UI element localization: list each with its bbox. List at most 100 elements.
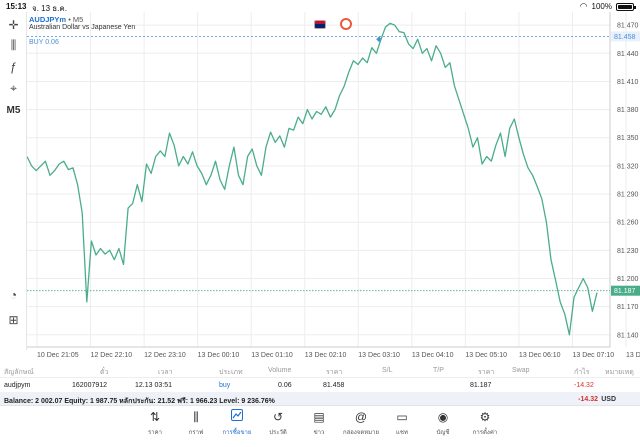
status-indicators: ◠ 100%: [579, 1, 636, 12]
y-tick-label: 81.440: [617, 51, 639, 58]
x-tick-label: 10 Dec 21:05: [37, 352, 79, 359]
crosshair-icon[interactable]: ✛: [8, 17, 19, 32]
candles-icon[interactable]: ⫼: [10, 38, 17, 52]
row-ticket: 162007912: [72, 382, 108, 389]
row-volume: 0.06: [278, 382, 292, 389]
x-tick-label: 13 Dec 02:10: [305, 352, 347, 359]
nav-label: ประวัติ: [269, 430, 287, 436]
timeframe-button[interactable]: M5: [6, 105, 21, 116]
add-icon[interactable]: ⊞: [8, 312, 19, 327]
nav-chart[interactable]: ⫼ กราฟ: [176, 409, 216, 437]
y-tick-label: 81.350: [617, 135, 639, 142]
y-tick-label: 81.290: [617, 192, 639, 199]
jpy-flag-icon: [340, 18, 352, 30]
nav-label: การซื้อขาย: [222, 430, 252, 436]
nav-news[interactable]: ▤ ข่าว: [299, 409, 339, 437]
y-tick-label: 81.230: [617, 248, 639, 255]
x-tick-label: 13 Dec 01:10: [251, 352, 293, 359]
row-profit: -14.32: [574, 382, 594, 389]
total-profit: -14.32: [578, 396, 598, 403]
nav-label: บัญชี: [436, 430, 450, 436]
x-tick-label: 13 Dec 07:10: [572, 352, 614, 359]
row-current-price: 81.187: [470, 382, 492, 389]
col-comment: หมายเหตุ: [605, 369, 634, 376]
price-chart[interactable]: 81.470 81.440 81.410 81.380 81.350 81.320 81.2…: [27, 12, 640, 360]
col-symbol: สัญลักษณ์: [4, 369, 34, 376]
nav-label: ข่าว: [313, 430, 325, 436]
y-tick-label: 81.260: [617, 220, 639, 227]
balance-text: Balance: 2 002.07 Equity: 1 987.75 หลักป…: [4, 398, 275, 405]
y-tick-label: 81.470: [617, 23, 639, 30]
x-tick-label: 12 Dec 22:10: [91, 352, 133, 359]
nav-chat[interactable]: ▭ แชท: [382, 409, 422, 437]
nav-label: กล่องจดหมาย: [342, 430, 380, 436]
nav-accounts[interactable]: ◉ บัญชี: [423, 409, 463, 437]
clock: 15:13: [6, 2, 27, 11]
symbol-description: Australian Dollar vs Japanese Yen: [29, 24, 136, 31]
y-tick-label: 81.410: [617, 79, 639, 86]
nav-mailbox[interactable]: @ กล่องจดหมาย: [341, 409, 381, 437]
price-series-line: [27, 22, 598, 336]
wifi-icon: ◠: [579, 1, 588, 11]
col-volume: Volume: [268, 367, 292, 374]
col-current-price: ราคา: [478, 369, 495, 376]
chart-toolbar: ✛ ⫼ ƒ ⌖ M5 ◔ ⊞: [0, 12, 27, 350]
battery-percent: 100%: [591, 2, 612, 11]
trade-icon: [217, 409, 257, 425]
status-bar: 15:13 จ. 13 ธ.ค. ◠ 100%: [0, 0, 640, 13]
buy-price-tag: [611, 31, 640, 42]
nav-label: กราฟ: [188, 430, 204, 436]
nav-history[interactable]: ↺ ประวัติ: [258, 409, 298, 437]
bottom-navigation: ⇅ ราคา ⫼ กราฟ การซื้อขาย ↺ ประวัติ ▤ ข่า…: [0, 405, 640, 447]
table-header: สัญลักษณ์ ตั๋ว เวลา ประเภท Volume ราคา S…: [0, 363, 640, 378]
nav-quotes[interactable]: ⇅ ราคา: [135, 409, 175, 437]
nav-settings[interactable]: ⚙ การตั้งค่า: [465, 409, 505, 437]
y-tick-label: 81.200: [617, 276, 639, 283]
trades-table: สัญลักษณ์ ตั๋ว เวลา ประเภท Volume ราคา S…: [0, 363, 640, 393]
x-tick-label: 12 Dec 23:10: [144, 352, 186, 359]
aud-flag-icon: [314, 20, 326, 29]
battery-icon: [616, 2, 636, 11]
gear-icon: ⚙: [479, 410, 491, 424]
current-price-label: 81.187: [614, 288, 636, 295]
chat-icon: ▭: [396, 410, 408, 424]
history-icon: ↺: [272, 410, 284, 424]
nav-label: ราคา: [148, 430, 162, 436]
indicators-icon[interactable]: ƒ: [10, 59, 17, 74]
nav-label: การตั้งค่า: [472, 430, 498, 436]
row-time: 12.13 03:51: [135, 382, 172, 389]
buy-price-label: 81.458: [614, 34, 636, 41]
x-tick-label: 13 Dec 05:10: [465, 352, 507, 359]
user-icon: ◉: [437, 410, 449, 424]
col-time: เวลา: [158, 369, 173, 376]
date: จ. 13 ธ.ค.: [32, 4, 67, 13]
candles-icon: ⫼: [193, 410, 199, 424]
row-price: 81.458: [323, 382, 345, 389]
row-symbol: audjpym: [4, 382, 31, 389]
col-profit: กำไร: [574, 369, 590, 376]
buy-entry-marker: [376, 36, 382, 43]
zoom-icon[interactable]: ◔: [9, 287, 18, 302]
symbol-timeframe: • M5: [68, 15, 84, 24]
col-price: ราคา: [326, 369, 343, 376]
col-swap: Swap: [512, 367, 530, 374]
nav-trade[interactable]: การซื้อขาย: [217, 409, 257, 437]
row-type: buy: [219, 382, 231, 389]
y-tick-label: 81.380: [617, 107, 639, 114]
x-tick-label: 13 Dec 04:10: [412, 352, 454, 359]
chart-canvas[interactable]: 81.470 81.440 81.410 81.380 81.350 81.320 81.2…: [27, 12, 640, 360]
symbol-name: AUDJPYm: [29, 15, 67, 24]
col-tp: T/P: [433, 367, 444, 374]
current-price-tag: [611, 285, 640, 296]
col-type: ประเภท: [219, 369, 243, 376]
x-tick-label: 13 Dec 00:10: [198, 352, 240, 359]
y-tick-label: 81.320: [617, 163, 639, 170]
quotes-icon: ⇅: [149, 410, 161, 424]
table-row[interactable]: audjpym 162007912 12.13 03:51 buy 0.06 8…: [0, 378, 640, 393]
objects-icon[interactable]: ⌖: [10, 81, 17, 95]
at-icon: @: [354, 410, 368, 424]
buy-position-label[interactable]: BUY 0.06: [29, 39, 59, 46]
y-tick-label: 81.170: [617, 304, 639, 311]
account-currency: USD: [601, 396, 616, 403]
nav-label: แชท: [396, 430, 408, 436]
